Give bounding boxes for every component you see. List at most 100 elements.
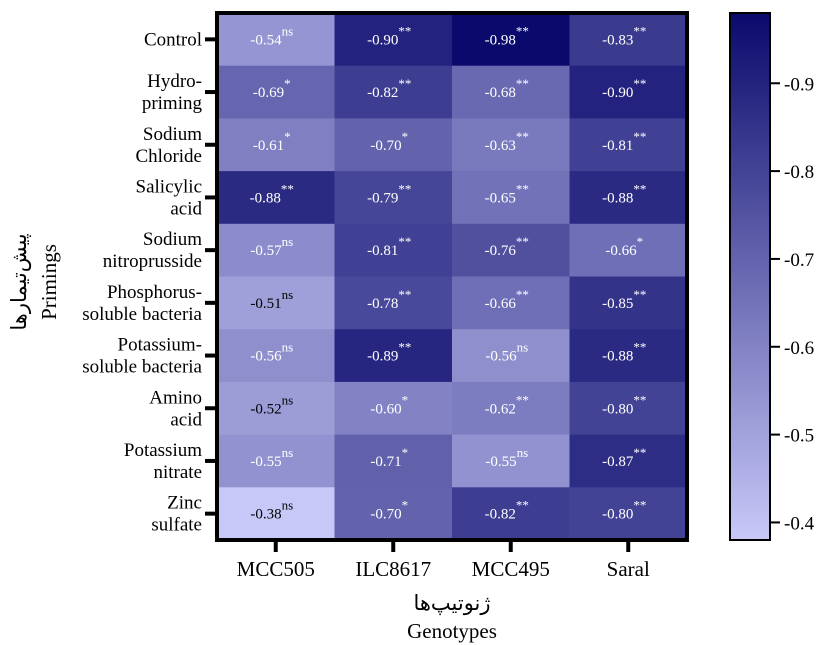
heatmap-cell-label: -0.85**: [602, 287, 646, 312]
heatmap-cell: [452, 434, 570, 488]
colorbar-tick-label: -0.5: [784, 426, 814, 447]
heatmap-cell: [569, 329, 688, 383]
heatmap-cell: [452, 13, 570, 67]
row-label: nitrate: [153, 462, 202, 483]
heatmap-cell-label: -0.70*: [370, 129, 408, 154]
heatmap-cell-label: -0.57ns: [250, 234, 293, 259]
row-label: Amino: [149, 387, 202, 408]
heatmap-cell: [217, 118, 335, 172]
heatmap-cell-label: -0.98**: [485, 23, 529, 48]
heatmap-cell: [569, 434, 688, 488]
heatmap-cell-label: -0.89**: [367, 340, 411, 365]
heatmap-cell-label: -0.88**: [602, 340, 646, 365]
heatmap-cell: [452, 276, 570, 330]
heatmap-cell: [569, 381, 688, 436]
heatmap-cell-label: -0.81**: [367, 234, 411, 259]
heatmap-cell: [217, 487, 335, 541]
heatmap-cell-label: -0.52ns: [250, 392, 293, 417]
column-label: Saral: [607, 557, 650, 581]
row-label: Phosphorus-: [107, 282, 202, 303]
heatmap-cell-label: -0.61*: [253, 129, 291, 154]
colorbar-ticks: -0.9 -0.8 -0.7 -0.6 -0.5 -0.4: [770, 74, 815, 534]
heatmap-cell-label: -0.79**: [367, 181, 411, 206]
heatmap-cells: -0.54ns -0.90** -0.98** -0.83** -0.69* -0.82*…: [217, 13, 688, 541]
heatmap-cell: [569, 487, 688, 541]
heatmap-cell: [217, 223, 335, 277]
heatmap-cell: [569, 118, 688, 172]
heatmap-cell-label: -0.60*: [370, 392, 408, 417]
heatmap-cell-label: -0.88**: [602, 181, 646, 206]
heatmap-cell: [334, 65, 453, 119]
colorbar-tick-label: -0.4: [784, 513, 815, 534]
heatmap-cell: [569, 13, 688, 67]
row-label: Potassium: [124, 440, 202, 461]
colorbar-tick-label: -0.6: [784, 338, 814, 359]
heatmap-cell: [217, 329, 335, 383]
heatmap-cell-label: -0.55ns: [250, 445, 293, 470]
heatmap-cell-label: -0.81**: [602, 129, 646, 154]
heatmap-cell-label: -0.63**: [485, 129, 529, 154]
row-label: Sodium: [143, 124, 202, 145]
heatmap-cell: [569, 223, 688, 277]
heatmap-cell: [334, 434, 453, 488]
heatmap-cell-label: -0.69*: [253, 76, 291, 101]
row-label: Potassium-: [118, 335, 202, 356]
heatmap-cell: [217, 381, 335, 436]
heatmap-cell: [217, 65, 335, 119]
row-label: acid: [170, 409, 202, 430]
x-axis-title: Genotypes: [407, 619, 497, 643]
heatmap-cell: [334, 487, 453, 541]
heatmap-cell: [452, 329, 570, 383]
heatmap-cell-label: -0.66**: [485, 287, 529, 312]
colorbar-tick-label: -0.8: [784, 162, 814, 183]
heatmap-cell-label: -0.54ns: [250, 23, 293, 48]
heatmap-cell-label: -0.55ns: [485, 445, 528, 470]
heatmap-cell: [217, 434, 335, 488]
heatmap-cell: [452, 223, 570, 277]
heatmap-cell: [569, 171, 688, 225]
row-label: nitroprusside: [103, 251, 202, 272]
heatmap-cell-label: -0.62**: [485, 392, 529, 417]
row-label: priming: [142, 93, 203, 114]
heatmap-cell-label: -0.80**: [602, 392, 646, 417]
heatmap-cell: [217, 276, 335, 330]
heatmap-cell-label: -0.51ns: [250, 287, 293, 312]
heatmap-cell: [217, 13, 335, 67]
heatmap-cell: [334, 381, 453, 436]
column-label: ILC8617: [355, 557, 431, 581]
heatmap-cell: [334, 329, 453, 383]
heatmap-cell-label: -0.66*: [605, 234, 643, 259]
heatmap-cell-label: -0.56ns: [485, 340, 528, 365]
row-label: Chloride: [136, 146, 203, 167]
heatmap-cell-label: -0.71*: [370, 445, 408, 470]
row-label: Zinc: [167, 493, 202, 514]
row-label: soluble bacteria: [82, 304, 202, 325]
heatmap-cell: [452, 171, 570, 225]
heatmap-cell-label: -0.76**: [485, 234, 529, 259]
heatmap-cell-label: -0.83**: [602, 23, 646, 48]
heatmap-cell: [569, 276, 688, 330]
colorbar: [729, 12, 771, 541]
heatmap-cell-label: -0.68**: [485, 76, 529, 101]
heatmap-cell-label: -0.82**: [367, 76, 411, 101]
heatmap-cell-label: -0.65**: [485, 181, 529, 206]
y-axis-title: Primings: [37, 244, 61, 320]
row-label: Control: [144, 29, 202, 50]
heatmap-cell: [452, 487, 570, 541]
heatmap-cell-label: -0.82**: [485, 498, 529, 523]
heatmap-cell-label: -0.87**: [602, 445, 646, 470]
y-axis-title-persian: پیش‌تیمارها: [7, 233, 32, 330]
row-label: soluble bacteria: [82, 357, 202, 378]
x-axis-title-persian: ژنوتیپ‌ها: [413, 591, 490, 616]
heatmap-cell: [334, 171, 453, 225]
heatmap-cell-label: -0.80**: [602, 498, 646, 523]
colorbar-tick-label: -0.7: [784, 250, 814, 271]
heatmap-cell-label: -0.56ns: [250, 340, 293, 365]
row-label: acid: [170, 198, 202, 219]
column-label: MCC495: [472, 557, 550, 581]
heatmap-cell: [452, 65, 570, 119]
heatmap-cell: [452, 381, 570, 436]
column-label: MCC505: [237, 557, 315, 581]
